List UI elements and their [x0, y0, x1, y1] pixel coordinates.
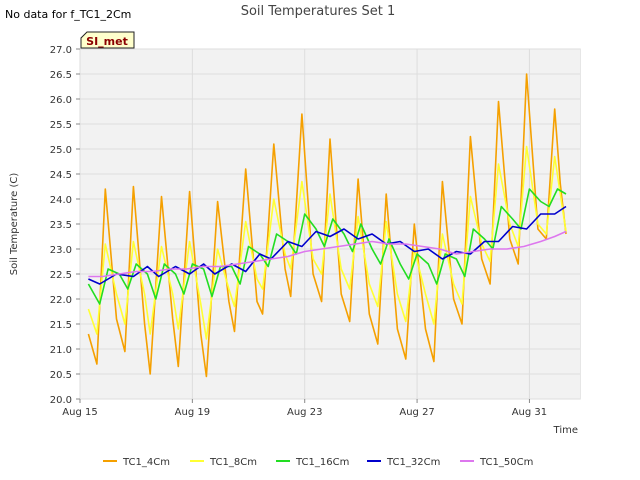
y-tick-label: 22.0	[50, 295, 72, 306]
y-tick-label: 26.0	[50, 95, 72, 106]
y-tick-label: 24.0	[50, 195, 72, 206]
y-tick-label: 21.5	[50, 320, 72, 331]
legend-label: TC1_4Cm	[122, 457, 170, 468]
legend-label: TC1_50Cm	[479, 457, 533, 468]
x-tick-label: Aug 19	[175, 407, 210, 418]
legend-label: TC1_32Cm	[386, 457, 440, 468]
series-line-TC1_50Cm	[88, 230, 567, 278]
chart-title: Soil Temperatures Set 1	[241, 4, 396, 19]
y-tick-label: 23.5	[50, 220, 72, 231]
site-badge-label: SI_met	[86, 35, 128, 48]
y-tick-label: 23.0	[50, 245, 72, 256]
y-tick-label: 21.0	[50, 345, 72, 356]
site-badge: SI_met	[80, 31, 135, 49]
x-tick-label: Aug 31	[512, 407, 547, 418]
x-tick-label: Aug 15	[62, 407, 97, 418]
y-tick-label: 26.5	[50, 70, 72, 81]
legend-label: TC1_8Cm	[209, 457, 257, 468]
series-line-TC1_8Cm	[87, 145, 567, 340]
y-tick-label: 24.5	[50, 170, 72, 181]
no-data-note: No data for f_TC1_2Cm	[5, 8, 131, 21]
y-tick-label: 25.0	[50, 145, 72, 156]
series-line-TC1_32Cm	[88, 205, 567, 285]
x-axis-label: Time	[553, 425, 578, 436]
y-tick-label: 22.5	[50, 270, 72, 281]
series-lines	[87, 73, 567, 378]
axis-ticks: 20.0 20.5 21.0 21.5 22.0 22.5 23.0 23.5 24.0 24.5…	[50, 45, 547, 418]
x-tick-label: Aug 23	[287, 407, 322, 418]
y-tick-label: 20.5	[50, 370, 72, 381]
y-tick-label: 20.0	[50, 395, 72, 406]
y-tick-label: 27.0	[50, 45, 72, 56]
legend-label: TC1_16Cm	[295, 457, 349, 468]
y-tick-label: 25.5	[50, 120, 72, 131]
x-tick-label: Aug 27	[399, 407, 434, 418]
legend: TC1_4Cm TC1_8Cm TC1_16Cm TC1_32Cm TC1_50Cm	[103, 457, 533, 468]
y-axis-label: Soil Temperature (C)	[9, 173, 20, 276]
